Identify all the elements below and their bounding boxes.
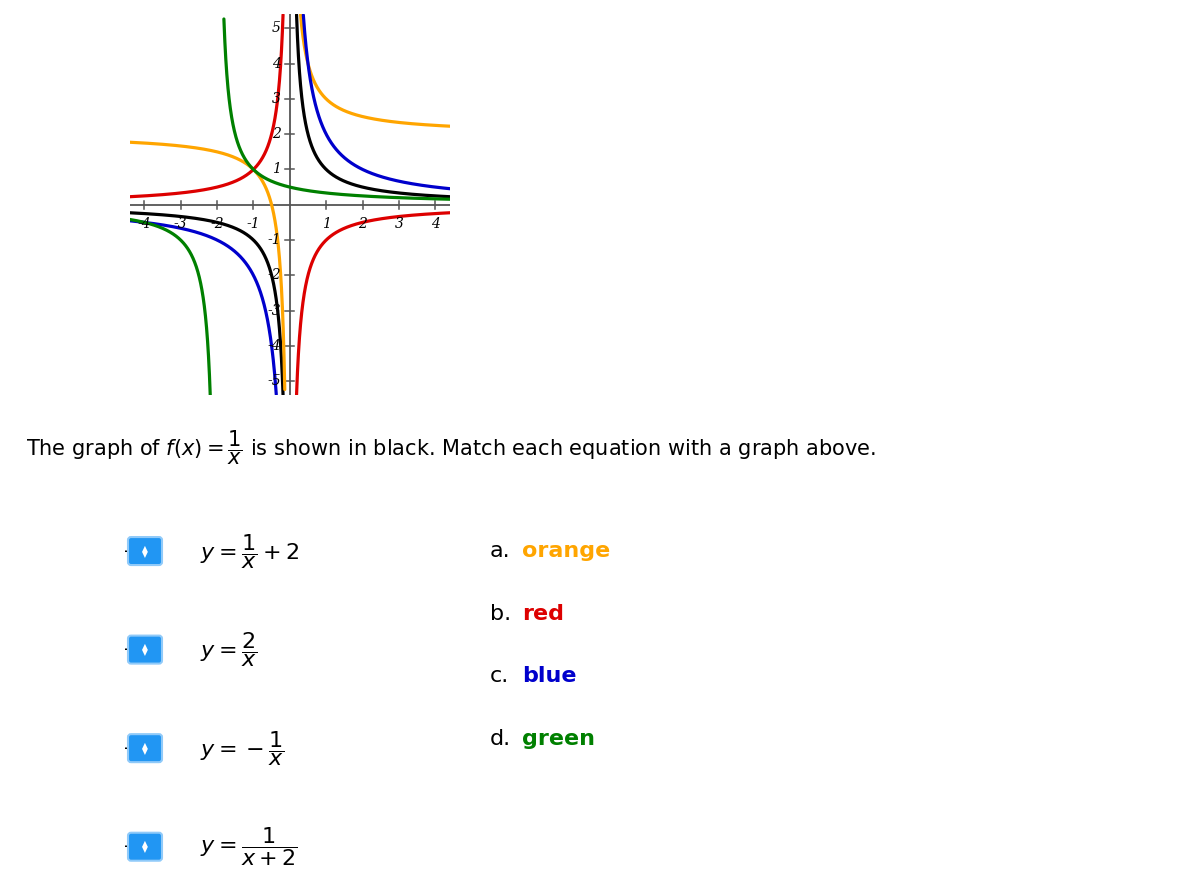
Text: 2: 2 bbox=[358, 217, 367, 231]
Text: d.: d. bbox=[490, 729, 511, 749]
Text: ▼: ▼ bbox=[142, 648, 148, 657]
FancyBboxPatch shape bbox=[128, 635, 162, 664]
Text: -: - bbox=[125, 738, 132, 758]
Text: 4: 4 bbox=[272, 56, 281, 71]
Text: ▼: ▼ bbox=[142, 549, 148, 558]
Text: c.: c. bbox=[490, 667, 509, 686]
Text: -5: -5 bbox=[268, 374, 281, 388]
Text: 1: 1 bbox=[272, 162, 281, 177]
Text: -: - bbox=[125, 837, 132, 857]
Text: -4: -4 bbox=[137, 217, 151, 231]
Text: a.: a. bbox=[490, 541, 511, 561]
Text: ▲: ▲ bbox=[142, 741, 148, 750]
Text: ▼: ▼ bbox=[142, 746, 148, 755]
Text: orange: orange bbox=[522, 541, 611, 561]
Text: ▲: ▲ bbox=[142, 642, 148, 651]
Text: $y = -\dfrac{1}{x}$: $y = -\dfrac{1}{x}$ bbox=[200, 728, 284, 768]
FancyBboxPatch shape bbox=[128, 734, 162, 762]
Text: 3: 3 bbox=[395, 217, 403, 231]
Text: red: red bbox=[522, 604, 564, 624]
Text: -: - bbox=[125, 640, 132, 659]
Text: -3: -3 bbox=[268, 304, 281, 317]
Text: 4: 4 bbox=[431, 217, 440, 231]
Text: -1: -1 bbox=[246, 217, 260, 231]
Text: $y = \dfrac{2}{x}$: $y = \dfrac{2}{x}$ bbox=[200, 630, 257, 669]
Text: green: green bbox=[522, 729, 595, 749]
Text: The graph of $\mathit{f}(x) = \dfrac{1}{x}$ is shown in black. Match each equati: The graph of $\mathit{f}(x) = \dfrac{1}{… bbox=[26, 429, 876, 467]
Text: ▲: ▲ bbox=[142, 544, 148, 553]
Text: 3: 3 bbox=[272, 92, 281, 106]
Text: 5: 5 bbox=[272, 22, 281, 36]
FancyBboxPatch shape bbox=[128, 832, 162, 861]
Text: ▼: ▼ bbox=[142, 845, 148, 854]
Text: -1: -1 bbox=[268, 233, 281, 247]
Text: 1: 1 bbox=[322, 217, 331, 231]
Text: $y = \dfrac{1}{x} + 2$: $y = \dfrac{1}{x} + 2$ bbox=[200, 531, 299, 571]
Text: $y = \dfrac{1}{x+2}$: $y = \dfrac{1}{x+2}$ bbox=[200, 825, 298, 868]
Text: -: - bbox=[125, 541, 132, 561]
Text: -4: -4 bbox=[268, 339, 281, 353]
Text: -3: -3 bbox=[174, 217, 187, 231]
Text: -2: -2 bbox=[268, 268, 281, 282]
FancyBboxPatch shape bbox=[128, 537, 162, 565]
Text: -2: -2 bbox=[210, 217, 223, 231]
Text: 2: 2 bbox=[272, 127, 281, 142]
Text: blue: blue bbox=[522, 667, 576, 686]
Text: ▲: ▲ bbox=[142, 840, 148, 849]
Text: b.: b. bbox=[490, 604, 511, 624]
